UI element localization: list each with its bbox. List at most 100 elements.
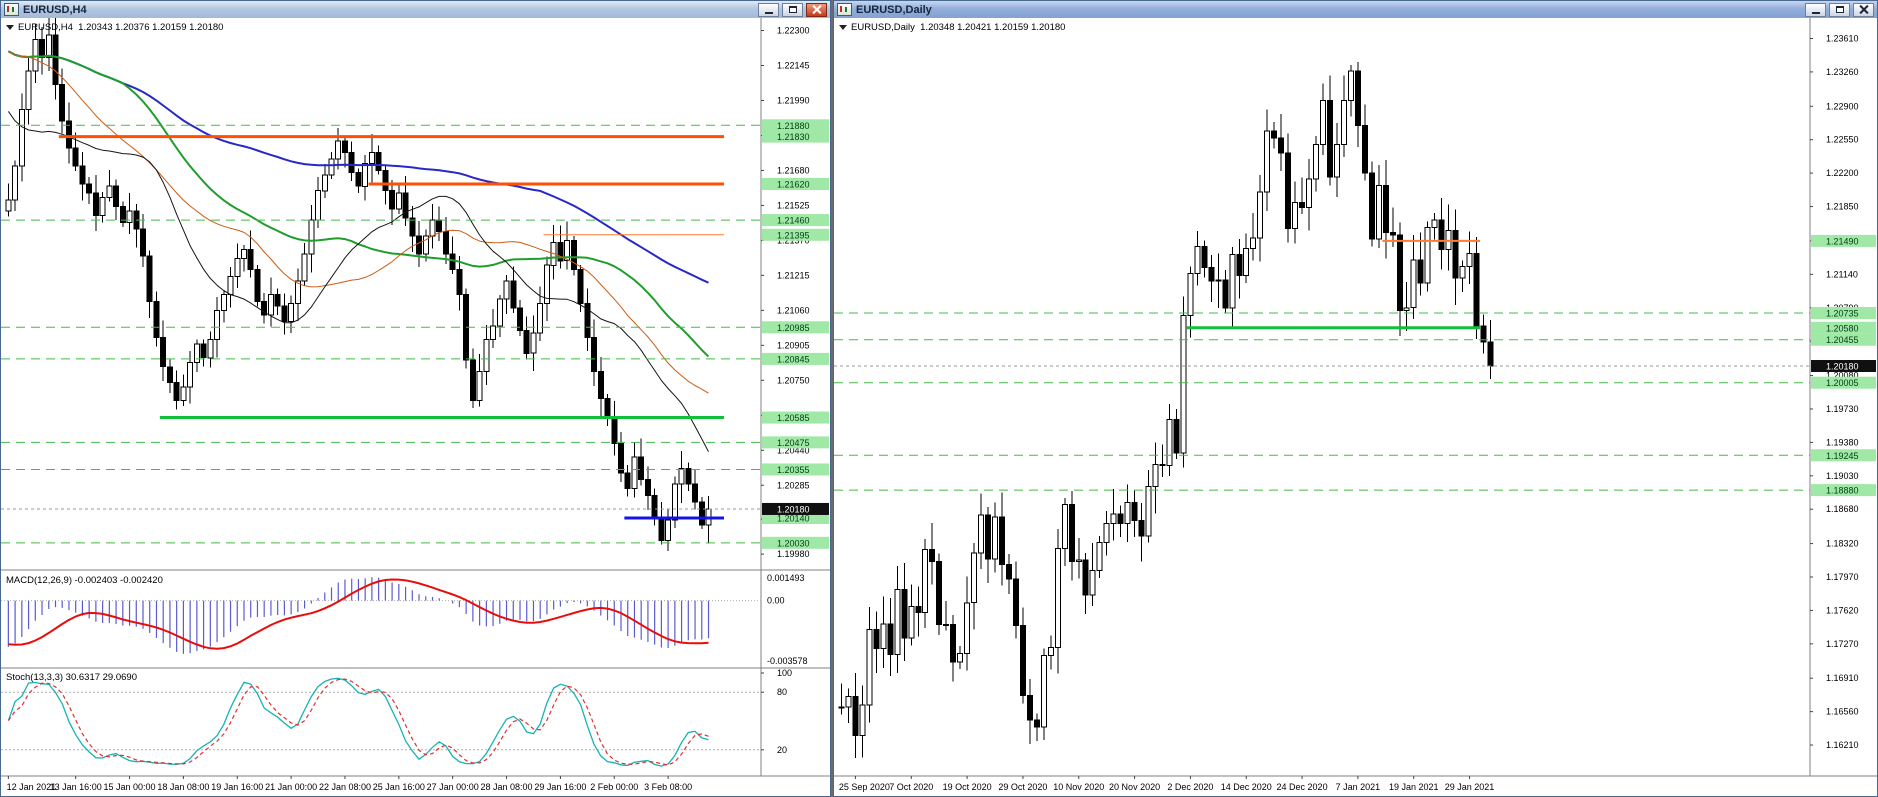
svg-text:2 Feb 00:00: 2 Feb 00:00 [590, 782, 638, 792]
minimize-button[interactable] [758, 2, 779, 17]
svg-text:1.20475: 1.20475 [777, 438, 810, 448]
h4-chart-canvas[interactable]: 1.223001.221451.219901.218351.216801.215… [1, 18, 830, 796]
svg-text:1.21395: 1.21395 [777, 230, 810, 240]
daily-chart-window: EURUSD,Daily 1.23610 1.23260 1.22900 1.2255… [833, 0, 1878, 797]
price-badge: 1.20475 [762, 436, 829, 449]
svg-text:1.22550: 1.22550 [1826, 135, 1859, 145]
h4-title-bar[interactable]: EURUSD,H4 [1, 1, 830, 19]
price-badge: 1.20735 [1811, 307, 1876, 320]
h4-chart-window: EURUSD,H4 1.223001.221451.219901.218351.… [0, 0, 831, 797]
svg-text:7 Jan 2021: 7 Jan 2021 [1336, 782, 1381, 792]
svg-text:1.20030: 1.20030 [777, 538, 810, 548]
svg-text:0.001493: 0.001493 [767, 573, 805, 583]
price-badge: 1.21880 [762, 119, 829, 132]
svg-text:1.21830: 1.21830 [777, 132, 810, 142]
minimize-icon [1811, 12, 1820, 14]
restore-icon [788, 6, 797, 13]
svg-text:1.21620: 1.21620 [777, 179, 810, 189]
svg-text:1.18680: 1.18680 [1826, 504, 1859, 514]
svg-text:15 Jan 00:00: 15 Jan 00:00 [104, 782, 156, 792]
window-controls [1805, 2, 1874, 17]
macd-signal-line [8, 578, 709, 650]
svg-text:1.20905: 1.20905 [777, 340, 810, 350]
svg-text:1.20750: 1.20750 [777, 375, 810, 385]
svg-text:1.17270: 1.17270 [1826, 639, 1859, 649]
svg-text:20: 20 [777, 745, 787, 755]
chart-icon [837, 3, 852, 16]
moving-average-line[interactable] [7, 111, 709, 452]
svg-text:1.19380: 1.19380 [1826, 437, 1859, 447]
svg-text:27 Jan 00:00: 27 Jan 00:00 [427, 782, 479, 792]
svg-text:1.21060: 1.21060 [777, 305, 810, 315]
svg-text:1.17970: 1.17970 [1826, 572, 1859, 582]
svg-text:1.19030: 1.19030 [1826, 471, 1859, 481]
moving-average-line[interactable] [8, 50, 709, 394]
candles [838, 62, 1494, 759]
svg-text:1.21460: 1.21460 [777, 216, 810, 226]
svg-text:1.19980: 1.19980 [777, 549, 810, 559]
svg-text:1.18320: 1.18320 [1826, 539, 1859, 549]
svg-text:80: 80 [777, 687, 787, 697]
svg-text:1.22145: 1.22145 [777, 60, 810, 70]
svg-text:1.20580: 1.20580 [1826, 323, 1859, 333]
close-icon [812, 5, 821, 14]
svg-text:0.00: 0.00 [767, 596, 785, 606]
svg-text:10 Nov 2020: 10 Nov 2020 [1053, 782, 1104, 792]
svg-text:7 Oct 2020: 7 Oct 2020 [889, 782, 933, 792]
svg-text:25 Jan 16:00: 25 Jan 16:00 [373, 782, 425, 792]
svg-text:1.20845: 1.20845 [777, 354, 810, 364]
svg-text:1.16210: 1.16210 [1826, 740, 1859, 750]
svg-text:1.23260: 1.23260 [1826, 67, 1859, 77]
svg-text:1.22900: 1.22900 [1826, 101, 1859, 111]
svg-text:14 Dec 2020: 14 Dec 2020 [1221, 782, 1272, 792]
daily-title-bar[interactable]: EURUSD,Daily [834, 1, 1877, 19]
restore-button[interactable] [1829, 2, 1850, 17]
svg-text:29 Oct 2020: 29 Oct 2020 [998, 782, 1047, 792]
price-badge: 1.19245 [1811, 449, 1876, 462]
price-badge: 1.20355 [762, 463, 829, 476]
time-axis[interactable]: 25 Sep 2020 7 Oct 2020 19 Oct 2020 29 Oct 2… [839, 776, 1494, 792]
svg-text:1.20585: 1.20585 [777, 413, 810, 423]
svg-text:1.22200: 1.22200 [1826, 168, 1859, 178]
restore-icon [1835, 6, 1844, 13]
close-button[interactable] [1853, 2, 1874, 17]
svg-text:1.21525: 1.21525 [777, 200, 810, 210]
price-badge: 1.21620 [762, 177, 829, 190]
svg-text:1.21680: 1.21680 [777, 165, 810, 175]
minimize-button[interactable] [1805, 2, 1826, 17]
svg-text:1.20440: 1.20440 [777, 445, 810, 455]
price-badge: 1.18880 [1811, 484, 1876, 497]
restore-button[interactable] [782, 2, 803, 17]
svg-text:24 Dec 2020: 24 Dec 2020 [1277, 782, 1328, 792]
svg-text:1.16910: 1.16910 [1826, 673, 1859, 683]
svg-text:1.21880: 1.21880 [777, 121, 810, 131]
svg-text:25 Sep 2020: 25 Sep 2020 [839, 782, 890, 792]
svg-text:22 Jan 08:00: 22 Jan 08:00 [319, 782, 371, 792]
svg-text:19 Jan 2021: 19 Jan 2021 [1389, 782, 1439, 792]
svg-text:29 Jan 2021: 29 Jan 2021 [1445, 782, 1495, 792]
svg-text:1.20285: 1.20285 [777, 480, 810, 490]
svg-text:1.21850: 1.21850 [1826, 202, 1859, 212]
minimize-icon [764, 12, 773, 14]
price-badge: 1.20580 [1811, 321, 1876, 334]
svg-text:1.19245: 1.19245 [1826, 451, 1859, 461]
svg-text:1.20180: 1.20180 [1826, 361, 1859, 371]
h4-chart-body: 1.223001.221451.219901.218351.216801.215… [1, 18, 830, 796]
close-icon [1859, 5, 1868, 14]
price-badge: 1.20845 [762, 352, 829, 365]
svg-text:1.20005: 1.20005 [1826, 378, 1859, 388]
price-badge: 1.20585 [762, 411, 829, 424]
svg-text:20 Nov 2020: 20 Nov 2020 [1109, 782, 1160, 792]
daily-chart-canvas[interactable]: 1.23610 1.23260 1.22900 1.22550 1.22200 1.218… [834, 18, 1877, 796]
stoch-k-line [7, 677, 709, 767]
svg-text:1.19730: 1.19730 [1826, 404, 1859, 414]
svg-text:12 Jan 2021: 12 Jan 2021 [7, 782, 57, 792]
svg-text:18 Jan 08:00: 18 Jan 08:00 [157, 782, 209, 792]
price-badge: 1.20455 [1811, 333, 1876, 346]
svg-text:1.20735: 1.20735 [1826, 309, 1859, 319]
svg-text:2 Dec 2020: 2 Dec 2020 [1167, 782, 1213, 792]
svg-text:1.21990: 1.21990 [777, 95, 810, 105]
daily-chart-body: 1.23610 1.23260 1.22900 1.22550 1.22200 1.218… [834, 18, 1877, 796]
close-button[interactable] [806, 2, 827, 17]
